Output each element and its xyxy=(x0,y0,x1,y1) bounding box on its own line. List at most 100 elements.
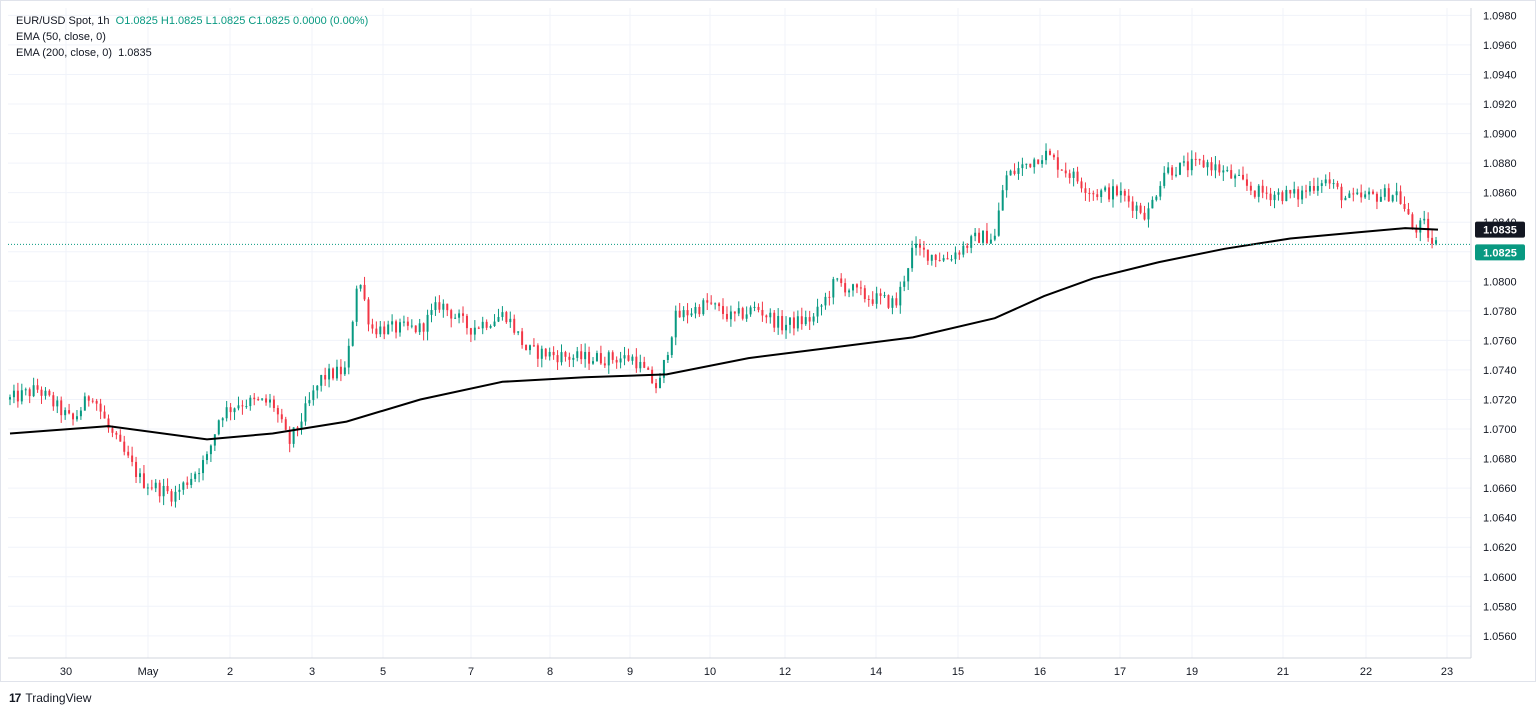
candle-up xyxy=(812,316,815,322)
candle-down xyxy=(1249,185,1252,191)
candle-up xyxy=(205,454,208,461)
candle-down xyxy=(48,390,51,396)
candle-down xyxy=(166,485,169,492)
candle-up xyxy=(875,293,878,304)
candle-up xyxy=(1017,168,1020,174)
candle-down xyxy=(978,232,981,243)
legend-ema200-label: EMA (200, close, 0) xyxy=(16,47,112,59)
candle-down xyxy=(863,288,866,300)
candle-up xyxy=(1135,205,1138,211)
legend-ema50[interactable]: EMA (50, close, 0) xyxy=(16,31,106,43)
candle-up xyxy=(1383,188,1386,197)
candle-down xyxy=(91,400,94,402)
candle-down xyxy=(1261,185,1264,193)
candle-up xyxy=(595,353,598,362)
candle-down xyxy=(938,260,941,262)
x-tick-label: 17 xyxy=(1114,666,1126,678)
candle-down xyxy=(544,348,547,357)
candle-up xyxy=(883,295,886,297)
y-tick-label: 1.0760 xyxy=(1483,335,1517,347)
candle-up xyxy=(1293,189,1296,194)
candle-up xyxy=(1379,196,1382,202)
candle-up xyxy=(1332,183,1335,185)
candle-up xyxy=(300,421,303,429)
candle-down xyxy=(895,298,898,306)
candle-down xyxy=(733,311,736,314)
candle-down xyxy=(68,410,71,414)
candle-up xyxy=(997,210,1000,236)
candle-up xyxy=(1419,220,1422,233)
candle-up xyxy=(962,245,965,255)
legend-ema200-row[interactable]: EMA (200, close, 0) 1.0835 xyxy=(16,45,368,61)
candle-up xyxy=(343,367,346,375)
candle-up xyxy=(146,487,149,489)
candle-down xyxy=(276,408,279,415)
candle-up xyxy=(434,302,437,311)
candle-up xyxy=(1119,190,1122,196)
x-tick-label: 5 xyxy=(380,666,386,678)
candle-up xyxy=(714,303,717,305)
x-tick-label: 9 xyxy=(627,666,633,678)
candle-up xyxy=(312,390,315,401)
candle-down xyxy=(1407,208,1410,215)
candle-up xyxy=(233,408,236,413)
candle-up xyxy=(1163,172,1166,186)
candle-down xyxy=(1210,162,1213,171)
plot-area[interactable] xyxy=(8,8,1471,658)
candle-down xyxy=(186,482,189,485)
tradingview-brand[interactable]: 17 TradingView xyxy=(9,690,91,706)
candle-up xyxy=(832,279,835,298)
candle-down xyxy=(828,296,831,298)
candle-down xyxy=(603,363,606,366)
candle-down xyxy=(718,303,721,307)
candle-down xyxy=(253,397,256,400)
candle-up xyxy=(1257,185,1260,197)
candle-up xyxy=(391,321,394,325)
y-tick-label: 1.0920 xyxy=(1483,99,1517,111)
candle-down xyxy=(1312,185,1315,191)
candle-down xyxy=(119,434,122,442)
candle-up xyxy=(1356,192,1359,195)
candle-down xyxy=(1403,203,1406,209)
candle-up xyxy=(387,324,390,335)
candle-down xyxy=(580,351,583,360)
candle-up xyxy=(1423,218,1426,221)
candle-down xyxy=(99,403,102,412)
candle-down xyxy=(1131,201,1134,211)
candle-up xyxy=(217,420,220,435)
candle-down xyxy=(643,361,646,368)
candle-down xyxy=(324,375,327,380)
candle-down xyxy=(698,306,701,315)
candle-up xyxy=(974,232,977,237)
candle-down xyxy=(1171,167,1174,176)
candle-up xyxy=(1226,170,1229,172)
candle-down xyxy=(887,295,890,308)
candle-down xyxy=(1048,150,1051,155)
y-tick-label: 1.0780 xyxy=(1483,306,1517,318)
candle-down xyxy=(296,427,299,429)
candle-down xyxy=(477,327,480,329)
candle-down xyxy=(1265,192,1268,194)
candle-up xyxy=(753,306,756,308)
candle-up xyxy=(572,357,575,360)
candle-up xyxy=(1178,162,1181,175)
candle-up xyxy=(190,478,193,485)
candle-up xyxy=(56,400,59,407)
candle-up xyxy=(493,321,496,327)
candle-up xyxy=(607,352,610,366)
candles-group xyxy=(9,143,1438,508)
candle-down xyxy=(635,356,638,369)
candle-up xyxy=(1206,162,1209,168)
legend-symbol-row[interactable]: EUR/USD Spot, 1h O1.0825 H1.0825 L1.0825… xyxy=(16,13,368,29)
candle-up xyxy=(1344,197,1347,201)
candle-up xyxy=(442,303,445,310)
candle-down xyxy=(284,419,287,430)
candle-down xyxy=(142,473,145,489)
legend-symbol[interactable]: EUR/USD Spot, 1h xyxy=(16,15,110,27)
candle-up xyxy=(1104,187,1107,191)
ema200-line[interactable] xyxy=(9,227,1439,441)
y-tick-label: 1.0720 xyxy=(1483,394,1517,406)
candle-down xyxy=(339,366,342,375)
